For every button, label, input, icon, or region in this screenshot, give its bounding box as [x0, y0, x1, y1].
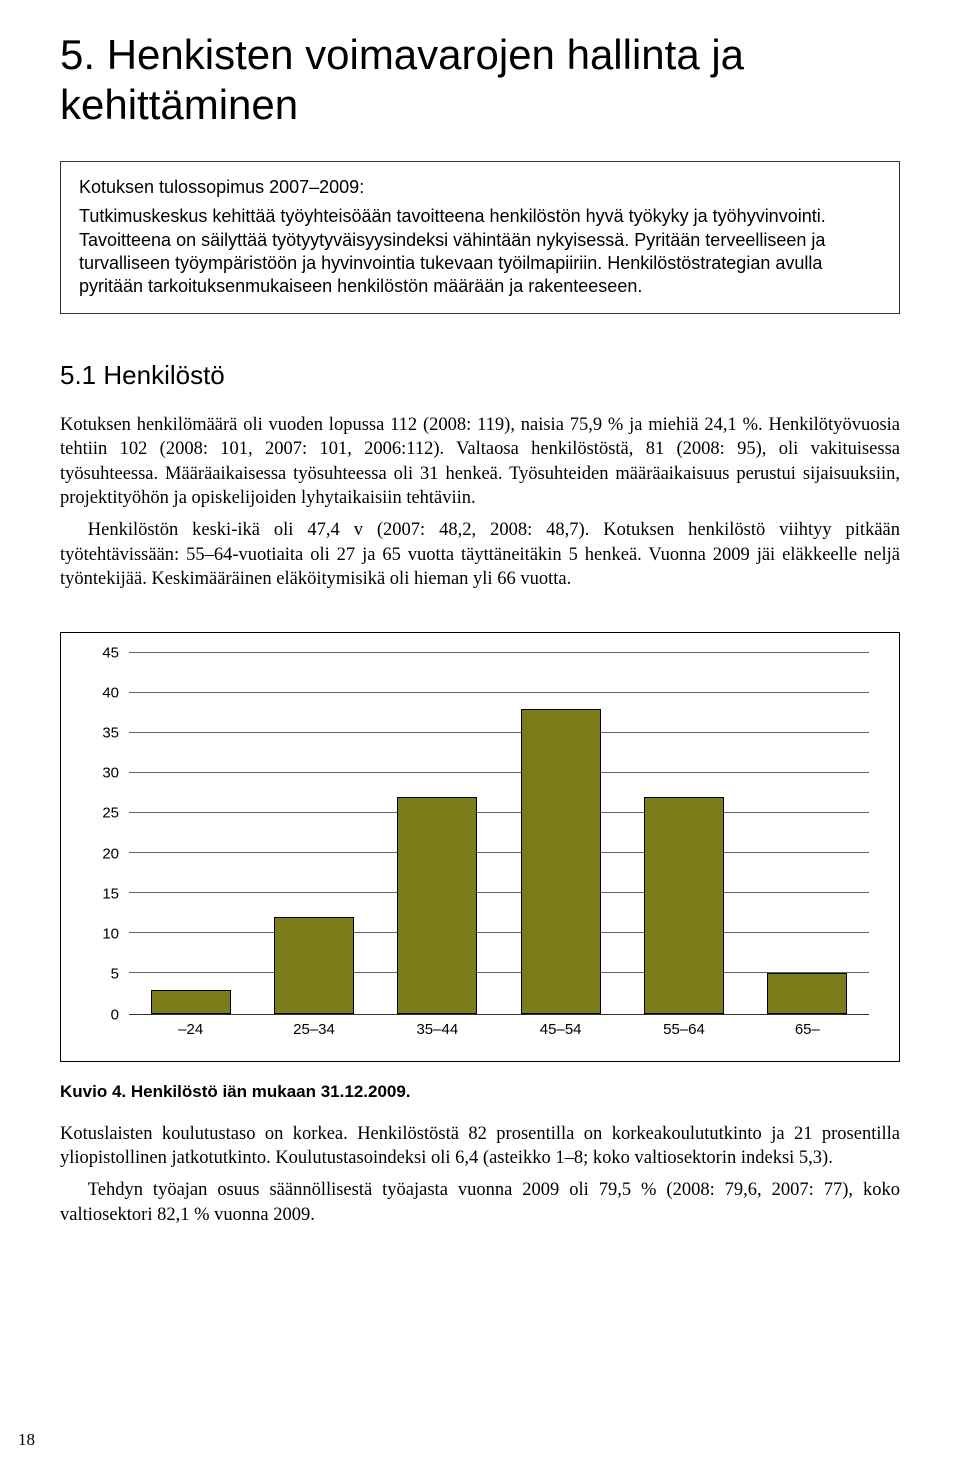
paragraph-1: Kotuksen henkilömäärä oli vuoden lopussa…: [60, 413, 900, 511]
callout-lead: Kotuksen tulossopimus 2007–2009:: [79, 176, 881, 199]
chart-bar: [274, 917, 354, 1013]
chart-grid-line: [129, 972, 869, 973]
chart-bar: [151, 990, 231, 1014]
chart-grid-line: [129, 812, 869, 813]
chart-x-tick: 35–44: [416, 1021, 458, 1038]
subsection-heading: 5.1 Henkilöstö: [60, 360, 900, 391]
chart-y-tick: 10: [102, 926, 119, 943]
chart-plot-area: [129, 653, 869, 1015]
chart-y-tick: 30: [102, 765, 119, 782]
chart-y-tick: 40: [102, 684, 119, 701]
chart-y-tick: 0: [111, 1006, 119, 1023]
chart-y-tick: 5: [111, 966, 119, 983]
chart-bar: [644, 797, 724, 1014]
chart-grid-line: [129, 772, 869, 773]
age-chart: 0 5 10 15 20 25 30 35 40 45 –24 25–34 35–44 45–54 55–…: [60, 632, 900, 1062]
chart-bar: [521, 709, 601, 1014]
chart-grid-line: [129, 932, 869, 933]
chart-grid-line: [129, 892, 869, 893]
chart-grid-line: [129, 692, 869, 693]
chart-x-tick: 45–54: [540, 1021, 582, 1038]
chart-x-tick: –24: [178, 1021, 203, 1038]
chart-bar: [767, 973, 847, 1013]
chart-x-axis: –24 25–34 35–44 45–54 55–64 65–: [129, 1019, 869, 1041]
after-chart-paragraph-2: Tehdyn työajan osuus säännöllisestä työa…: [60, 1178, 900, 1227]
chart-y-tick: 45: [102, 644, 119, 661]
chart-y-tick: 15: [102, 885, 119, 902]
chart-y-axis: 051015202530354045: [91, 653, 125, 1015]
chart-x-tick: 65–: [795, 1021, 820, 1038]
page-number: 18: [18, 1430, 35, 1450]
chart-caption: Kuvio 4. Henkilöstö iän mukaan 31.12.200…: [60, 1082, 900, 1102]
page-heading: 5. Henkisten voimavarojen hallinta ja ke…: [60, 30, 900, 131]
chart-x-tick: 25–34: [293, 1021, 335, 1038]
chart-y-tick: 20: [102, 845, 119, 862]
chart-grid-line: [129, 652, 869, 653]
chart-y-tick: 25: [102, 805, 119, 822]
chart-grid-line: [129, 732, 869, 733]
after-chart-paragraph-1: Kotuslaisten koulutustaso on korkea. Hen…: [60, 1122, 900, 1171]
chart-y-tick: 35: [102, 725, 119, 742]
chart-grid-line: [129, 852, 869, 853]
callout-text: Tutkimuskeskus kehittää työyhteisöään ta…: [79, 206, 826, 296]
paragraph-2: Henkilöstön keski-ikä oli 47,4 v (2007: …: [60, 518, 900, 591]
chart-bar: [397, 797, 477, 1014]
callout-box: Kotuksen tulossopimus 2007–2009: Tutkimu…: [60, 161, 900, 314]
chart-x-tick: 55–64: [663, 1021, 705, 1038]
